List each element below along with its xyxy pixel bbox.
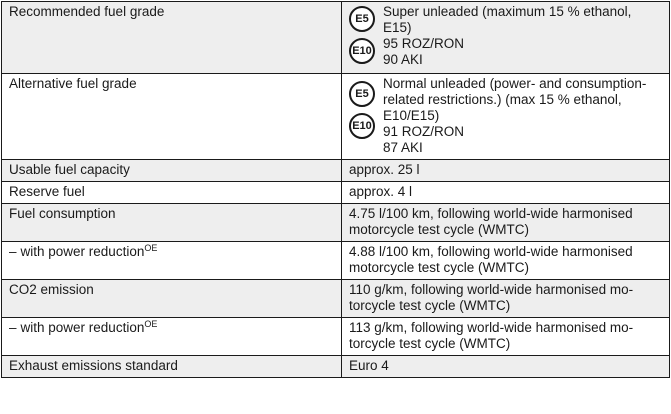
e10-fuel-icon: E10: [349, 113, 375, 139]
value-line: Super unleaded (maximum 15 % ethanol,: [383, 4, 632, 19]
row-label: – with power reductionOE: [1, 241, 342, 280]
row-label: Reserve fuel: [1, 181, 342, 204]
value-line: 4.88 l/100 km, following world-wide harm…: [349, 244, 633, 259]
row-label: Fuel consumption: [1, 203, 342, 242]
row-label: Usable fuel capacity: [1, 159, 342, 182]
value-line: 4.75 l/100 km, following world-wide harm…: [349, 206, 633, 221]
row-value: E5 E10 Normal unleaded (power- and consu…: [341, 73, 670, 160]
row-value: 4.75 l/100 km, following world-wide harm…: [341, 203, 670, 242]
table-row: – with power reductionOE 113 g/km, follow…: [1, 317, 670, 356]
row-label: Exhaust emissions standard: [1, 355, 342, 378]
value-line: 90 AKI: [383, 52, 423, 67]
value-line: torcycle test cycle (WMTC): [349, 298, 511, 313]
row-label: CO2 emission: [1, 279, 342, 318]
oe-superscript: OE: [144, 319, 158, 329]
value-line: 113 g/km, following world-wide harmonise…: [349, 320, 634, 335]
dash-mark: –: [9, 320, 17, 335]
label-text: with power reduction: [20, 320, 145, 335]
value-line: Normal unleaded (power- and consumption-: [383, 76, 647, 91]
e5-fuel-icon: E5: [349, 6, 375, 32]
row-value: approx. 25 l: [341, 159, 670, 182]
e10-fuel-icon: E10: [349, 38, 375, 64]
e5-fuel-icon: E5: [349, 81, 375, 107]
value-line: motorcycle test cycle (WMTC): [349, 222, 530, 237]
value-line: 91 ROZ/RON: [383, 124, 465, 139]
value-line: motorcycle test cycle (WMTC): [349, 260, 530, 275]
dash-mark: –: [9, 244, 17, 259]
row-value: 4.88 l/100 km, following world-wide harm…: [341, 241, 670, 280]
table-row: CO2 emission 110 g/km, following world-w…: [1, 279, 670, 318]
row-value: 110 g/km, following world-wide harmonise…: [341, 279, 670, 318]
oe-superscript: OE: [144, 243, 158, 253]
label-text: with power reduction: [20, 244, 145, 259]
fuel-spec-table: Recommended fuel grade E5 E10 Super unle…: [1, 1, 670, 378]
value-line: 87 AKI: [383, 140, 423, 155]
value-line: torcycle test cycle (WMTC): [349, 336, 511, 351]
row-value: E5 E10 Super unleaded (maximum 15 % etha…: [341, 1, 670, 74]
row-label: Alternative fuel grade: [1, 73, 342, 160]
value-line: 110 g/km, following world-wide harmonise…: [349, 282, 634, 297]
value-line: related restrictions.) (max 15 % ethanol…: [383, 92, 622, 107]
row-label: Recommended fuel grade: [1, 1, 342, 74]
row-value: Euro 4: [341, 355, 670, 378]
value-line: E15): [383, 20, 412, 35]
row-value: approx. 4 l: [341, 181, 670, 204]
table-row: Alternative fuel grade E5 E10 Normal unl…: [1, 73, 670, 160]
table-row: – with power reductionOE 4.88 l/100 km, f…: [1, 241, 670, 280]
row-label: – with power reductionOE: [1, 317, 342, 356]
value-line: E10/E15): [383, 108, 440, 123]
table-row: Reserve fuel approx. 4 l: [1, 181, 670, 204]
table-row: Exhaust emissions standard Euro 4: [1, 355, 670, 378]
table-row: Fuel consumption 4.75 l/100 km, followin…: [1, 203, 670, 242]
table-row: Usable fuel capacity approx. 25 l: [1, 159, 670, 182]
table-row: Recommended fuel grade E5 E10 Super unle…: [1, 1, 670, 74]
row-value: 113 g/km, following world-wide harmonise…: [341, 317, 670, 356]
value-line: 95 ROZ/RON: [383, 36, 465, 51]
